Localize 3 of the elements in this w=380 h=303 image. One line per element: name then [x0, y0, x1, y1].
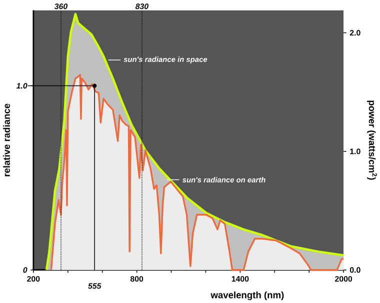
x-axis-title: wavelength (nm) — [210, 291, 284, 300]
y-axis-title: relative radiance — [3, 104, 10, 176]
y2-axis-title: power (watts/cm$^{2}$) — [367, 100, 377, 180]
